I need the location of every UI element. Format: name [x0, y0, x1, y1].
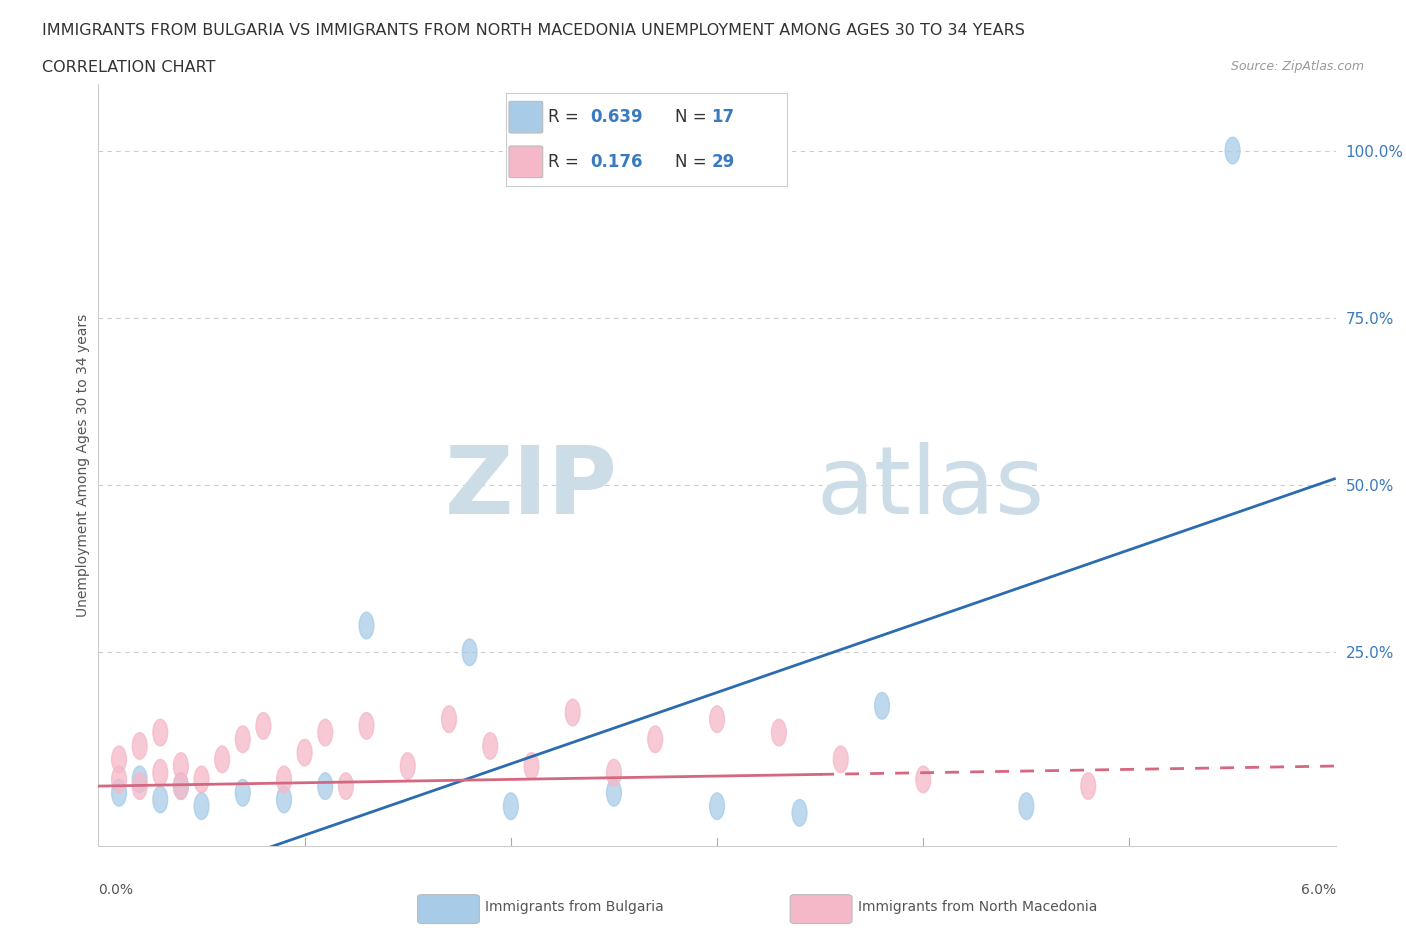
- Text: Immigrants from North Macedonia: Immigrants from North Macedonia: [858, 899, 1097, 914]
- Text: atlas: atlas: [815, 442, 1045, 534]
- Text: 6.0%: 6.0%: [1301, 884, 1336, 897]
- Text: N =: N =: [675, 108, 711, 126]
- Text: R =: R =: [548, 153, 585, 171]
- Text: 17: 17: [711, 108, 734, 126]
- Text: 0.0%: 0.0%: [98, 884, 134, 897]
- Text: CORRELATION CHART: CORRELATION CHART: [42, 60, 215, 75]
- Text: 29: 29: [711, 153, 735, 171]
- Y-axis label: Unemployment Among Ages 30 to 34 years: Unemployment Among Ages 30 to 34 years: [76, 313, 90, 617]
- FancyBboxPatch shape: [509, 146, 543, 178]
- Text: ZIP: ZIP: [446, 442, 619, 534]
- Text: 0.639: 0.639: [591, 108, 643, 126]
- Text: Source: ZipAtlas.com: Source: ZipAtlas.com: [1230, 60, 1364, 73]
- Text: IMMIGRANTS FROM BULGARIA VS IMMIGRANTS FROM NORTH MACEDONIA UNEMPLOYMENT AMONG A: IMMIGRANTS FROM BULGARIA VS IMMIGRANTS F…: [42, 23, 1025, 38]
- Text: R =: R =: [548, 108, 585, 126]
- Text: Immigrants from Bulgaria: Immigrants from Bulgaria: [485, 899, 664, 914]
- FancyBboxPatch shape: [509, 101, 543, 133]
- Text: 0.176: 0.176: [591, 153, 643, 171]
- Text: N =: N =: [675, 153, 711, 171]
